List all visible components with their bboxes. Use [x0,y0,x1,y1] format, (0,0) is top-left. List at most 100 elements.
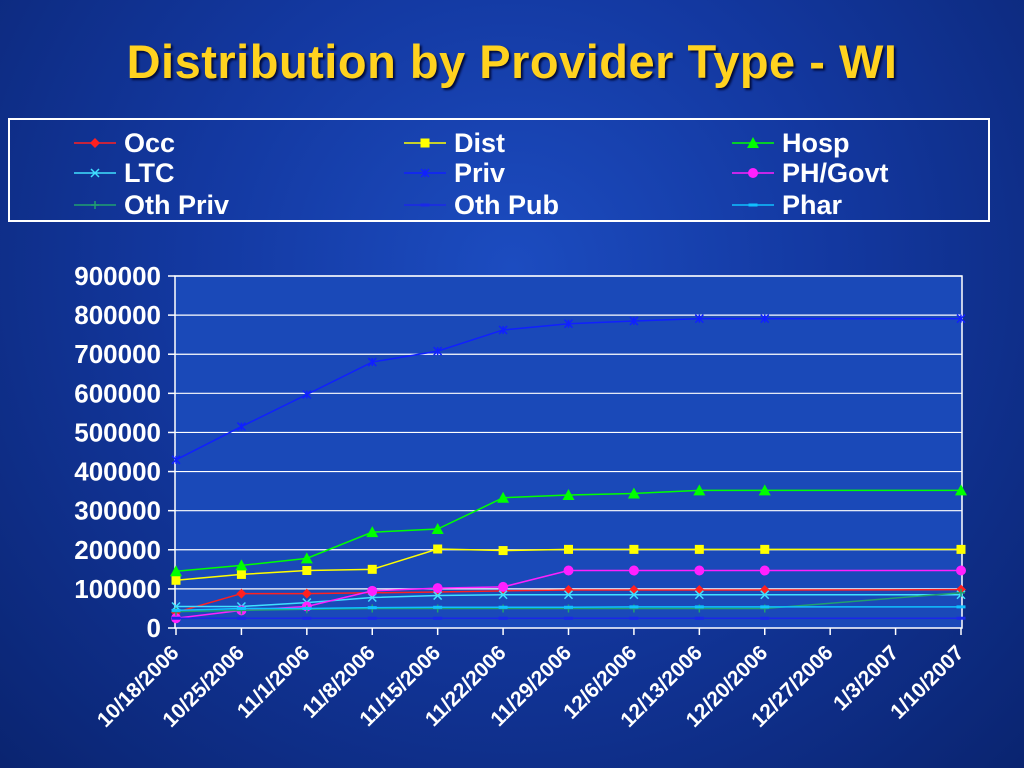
data-point-oth-pub [302,616,312,620]
legend-label-priv: Priv [454,158,506,188]
data-point-phar [629,605,639,609]
data-point-ph-govt [563,565,574,576]
data-point-hosp [235,559,248,571]
data-point-priv [236,422,246,432]
data-point-dist [236,569,246,579]
legend-swatch-ltc [74,168,116,178]
data-point-ltc [760,590,770,600]
data-point-phar [367,606,377,610]
legend-marker-priv [420,168,430,178]
data-point-priv [760,314,770,324]
legend-marker-ltc [90,168,100,178]
data-point-dist [629,544,639,554]
y-tick-label: 300000 [74,496,161,526]
legend-swatch-dist [404,138,446,148]
data-point-hosp [955,484,967,496]
legend-label-ph-govt: PH/Govt [782,158,889,188]
data-point-priv [498,325,508,335]
y-tick-label: 700000 [74,339,161,369]
data-point-oth-pub [236,616,246,620]
legend-label-occ: Occ [124,128,176,158]
data-point-dist [367,564,377,574]
data-point-priv [629,316,639,326]
y-tick-label: 100000 [74,574,161,604]
data-point-phar [498,605,508,609]
series-hosp [170,484,967,577]
legend-swatch-oth-priv [74,201,116,209]
data-point-oth-pub [171,616,181,620]
legend-label-hosp: Hosp [782,128,850,158]
data-point-occ [236,588,247,599]
legend-swatch-oth-pub [404,203,446,207]
data-point-ltc [433,591,443,601]
data-point-priv [367,357,377,367]
data-point-phar [760,605,770,609]
data-point-dist [498,546,508,556]
data-point-phar [564,605,573,609]
series-phar [171,605,966,612]
data-point-hosp [562,489,575,501]
y-tick-label: 0 [147,613,161,643]
legend-label-oth-priv: Oth Priv [124,190,230,220]
data-point-phar [302,606,312,610]
legend-marker-occ [90,138,100,148]
data-point-hosp [758,484,771,496]
chart-legend: Occ Dist Hosp LTC Priv PH/Govt Oth Priv Oth Pub… [8,118,990,222]
legend-label-phar: Phar [782,190,843,220]
data-point-dist [171,575,181,585]
data-point-ltc [498,590,508,600]
legend-swatch-priv [404,168,446,178]
legend-swatch-phar [732,203,774,207]
y-tick-label: 800000 [74,300,161,330]
data-point-ph-govt [628,565,639,576]
data-point-dist [760,544,770,554]
data-point-oth-pub [694,616,704,620]
legend-label-dist: Dist [454,128,506,158]
legend-label-ltc: LTC [124,158,175,188]
data-point-priv [694,314,704,324]
data-point-oth-pub [367,616,377,620]
data-point-dist [564,544,573,554]
data-point-hosp [170,565,182,577]
series-priv [171,314,966,465]
chart-title: Distribution by Provider Type - WI [126,35,898,88]
data-point-oth-pub [629,616,639,620]
y-tick-label: 200000 [74,535,161,565]
y-tick-label: 400000 [74,457,161,487]
data-point-oth-pub [433,616,443,620]
data-point-oth-priv [957,588,965,597]
data-point-hosp [366,526,379,538]
data-point-oth-pub [564,616,573,620]
legend-swatch-occ [74,138,116,148]
data-point-ltc [563,590,574,600]
data-point-ph-govt [694,565,705,576]
data-point-oth-pub [956,616,966,620]
data-point-priv [171,455,181,465]
legend-label-oth-pub: Oth Pub [454,190,559,220]
series-dist [171,544,966,585]
legend-swatch-hosp [732,137,774,148]
data-point-ltc [694,590,704,600]
data-point-hosp [497,491,510,503]
data-point-phar [956,605,966,609]
data-point-occ [301,588,312,599]
data-point-ph-govt [432,583,443,594]
data-point-hosp [300,552,313,564]
data-point-priv [563,319,574,329]
data-point-priv [302,389,312,400]
data-point-dist [694,544,704,554]
legend-marker-phar [748,203,758,207]
data-point-phar [236,606,246,610]
data-point-ph-govt [498,581,509,592]
data-point-hosp [627,487,640,499]
series-oth-pub [171,616,966,620]
data-point-oth-pub [498,616,508,620]
data-point-phar [171,608,181,612]
data-point-ph-govt [759,565,770,576]
data-point-priv [956,314,966,324]
data-point-phar [433,605,443,609]
legend-marker-oth-priv [91,201,99,209]
y-tick-label: 900000 [74,261,161,291]
data-point-ltc [629,590,639,600]
